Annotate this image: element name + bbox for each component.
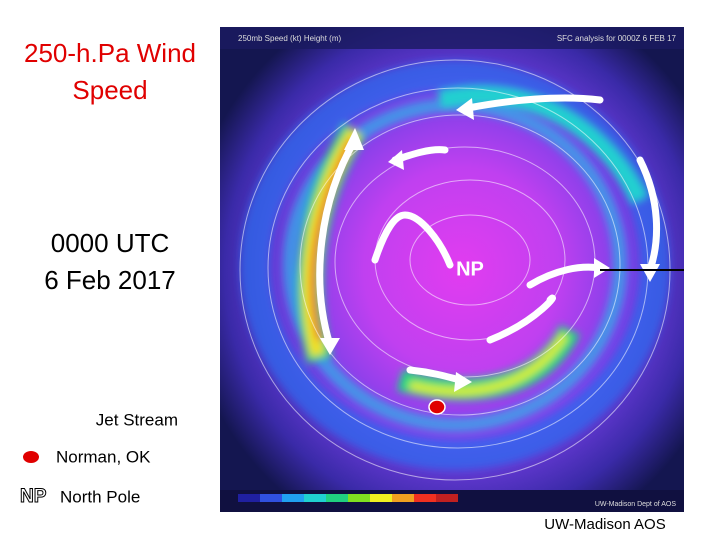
title-line: 250-h.Pa Wind — [24, 38, 196, 68]
credit: UW-Madison AOS — [544, 516, 665, 533]
norman-marker — [428, 399, 446, 415]
pole-symbol: NP — [20, 486, 47, 507]
colorbar — [238, 494, 458, 502]
title-line: Speed — [72, 75, 147, 105]
map-footer: UW-Madison Dept of AOS — [595, 501, 677, 508]
pole-label: NP — [456, 258, 484, 280]
pole-legend-label: North Pole — [60, 487, 140, 506]
norman-symbol — [23, 451, 39, 463]
map-header: SFC analysis for 0000Z 6 FEB 17 — [557, 34, 677, 43]
wind-map: 250mb Speed (kt) Height (m) SFC analysis… — [220, 27, 684, 512]
time-line: 0000 UTC — [51, 228, 170, 258]
map-header: 250mb Speed (kt) Height (m) — [238, 34, 341, 43]
time-line: 6 Feb 2017 — [44, 265, 176, 295]
norman-label: Norman, OK — [56, 447, 151, 466]
jet-label: Jet Stream — [96, 410, 178, 429]
